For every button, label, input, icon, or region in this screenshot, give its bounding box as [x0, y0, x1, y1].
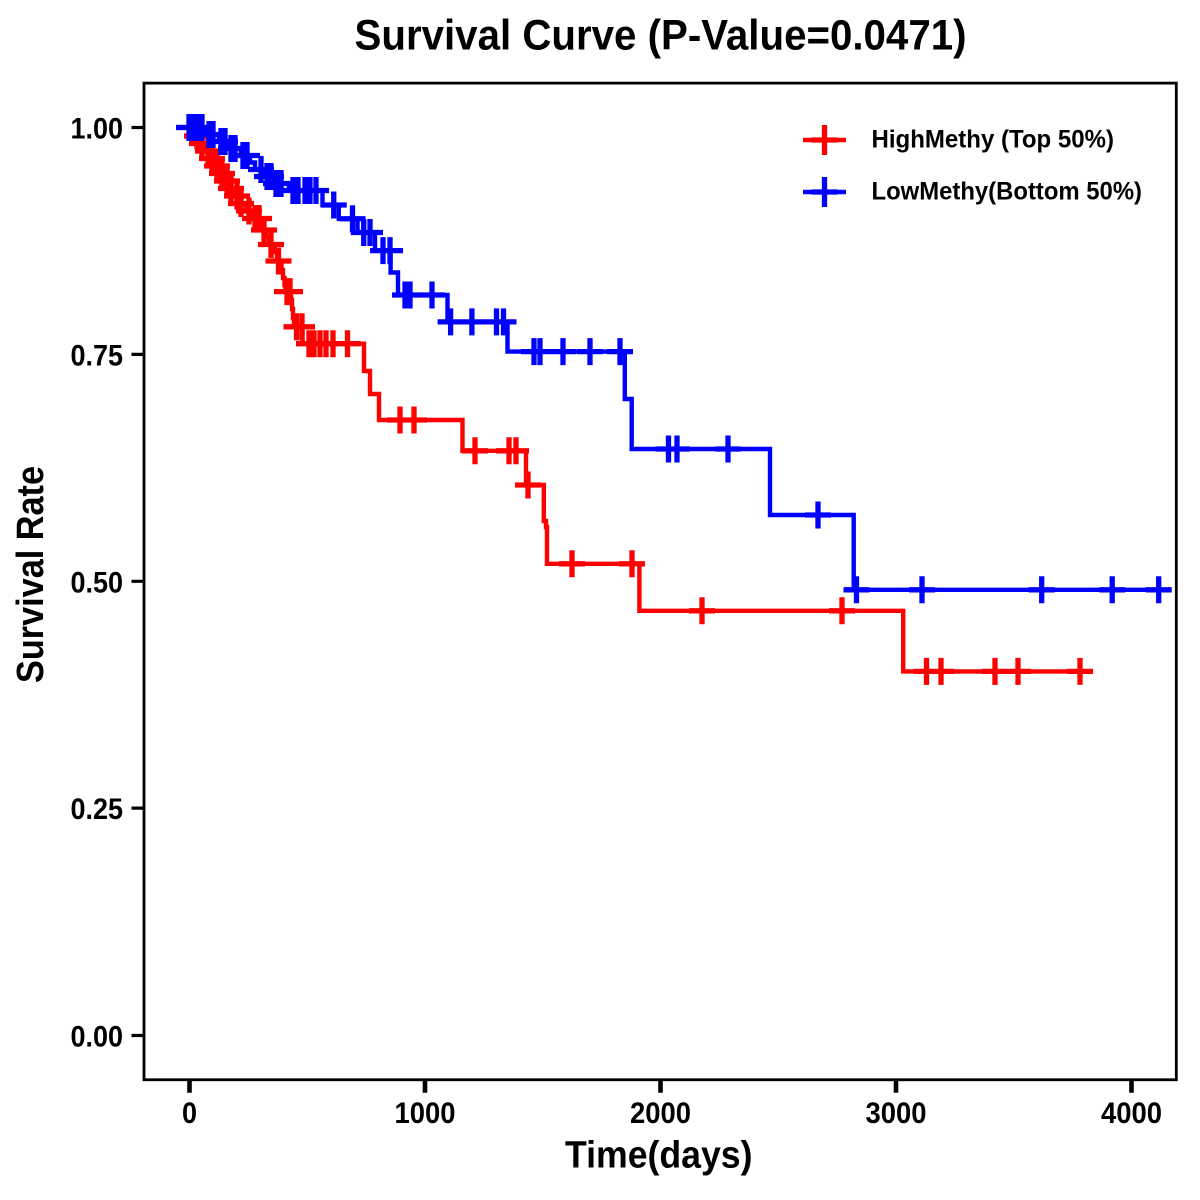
- svg-text:1000: 1000: [395, 1097, 456, 1130]
- svg-text:0.25: 0.25: [71, 793, 124, 826]
- svg-text:0.75: 0.75: [71, 339, 124, 372]
- svg-text:Time(days): Time(days): [565, 1135, 753, 1177]
- svg-text:0.50: 0.50: [71, 566, 124, 599]
- svg-text:3000: 3000: [866, 1097, 927, 1130]
- svg-text:0.00: 0.00: [71, 1021, 124, 1054]
- svg-text:1.00: 1.00: [71, 113, 124, 146]
- svg-text:2000: 2000: [630, 1097, 691, 1130]
- svg-text:Survival Curve (P-Value=0.0471: Survival Curve (P-Value=0.0471): [355, 11, 967, 59]
- svg-text:0: 0: [182, 1097, 197, 1130]
- svg-text:HighMethy (Top 50%): HighMethy (Top 50%): [872, 126, 1115, 154]
- svg-text:4000: 4000: [1101, 1097, 1162, 1130]
- svg-text:LowMethy(Bottom 50%): LowMethy(Bottom 50%): [872, 177, 1143, 205]
- svg-text:Survival Rate: Survival Rate: [10, 466, 52, 683]
